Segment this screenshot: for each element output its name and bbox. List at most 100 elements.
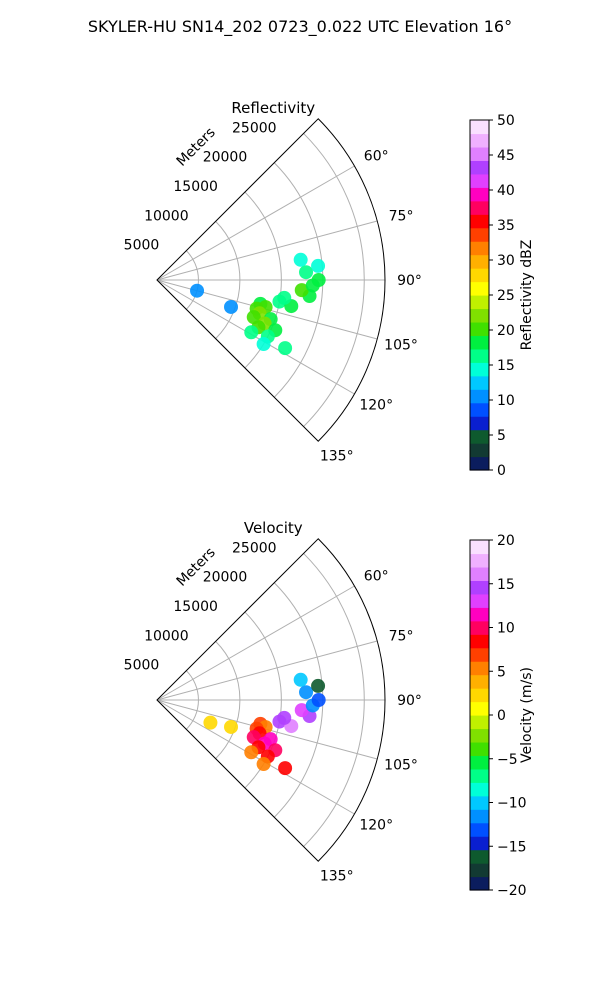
azimuth-gridline bbox=[156, 585, 355, 701]
range-tick-label: 20000 bbox=[203, 570, 248, 586]
colorbar-swatch bbox=[470, 429, 489, 444]
echo-point bbox=[256, 757, 271, 772]
colorbar-swatch bbox=[470, 254, 489, 269]
colorbar-swatch bbox=[470, 849, 489, 864]
azimuth-tick-label: 90° bbox=[397, 273, 422, 289]
colorbar-swatch bbox=[470, 281, 489, 296]
panel-title: Reflectivity bbox=[231, 99, 315, 117]
colorbar-tick-label: 50 bbox=[497, 113, 515, 129]
colorbar-swatch bbox=[470, 768, 489, 783]
echo-point bbox=[294, 703, 309, 718]
echo-point bbox=[244, 325, 259, 340]
colorbar-tick-label: 10 bbox=[497, 621, 515, 637]
colorbar-tick-label: 0 bbox=[497, 708, 506, 724]
azimuth-gridline bbox=[156, 640, 378, 701]
azimuth-tick-label: 60° bbox=[364, 569, 389, 585]
colorbar-swatch bbox=[470, 593, 489, 608]
colorbar-label: Reflectivity dBZ bbox=[519, 240, 535, 351]
colorbar-swatch bbox=[470, 728, 489, 743]
colorbar-swatch bbox=[470, 402, 489, 417]
colorbar-swatch bbox=[470, 607, 489, 622]
colorbar-swatch bbox=[470, 362, 489, 377]
colorbar-swatch bbox=[470, 553, 489, 568]
echo-point bbox=[244, 745, 259, 760]
echo-point bbox=[294, 283, 309, 298]
echo-point bbox=[224, 719, 239, 734]
azimuth-tick-label: 75° bbox=[389, 209, 414, 225]
colorbar-tick-label: 45 bbox=[497, 148, 515, 164]
range-tick-label: 5000 bbox=[124, 658, 160, 674]
range-tick-label: 25000 bbox=[232, 540, 277, 556]
echo-point bbox=[311, 693, 326, 707]
panels: Reflectivity500010000150002000025000Mete… bbox=[124, 99, 535, 899]
colorbar-swatch bbox=[470, 795, 489, 810]
colorbar-tick-label: 15 bbox=[497, 577, 515, 593]
range-tick-label: 15000 bbox=[173, 179, 218, 195]
colorbar-swatch bbox=[470, 214, 489, 229]
colorbar-swatch bbox=[470, 822, 489, 837]
colorbar-tick-label: 20 bbox=[497, 533, 515, 549]
echo-point bbox=[224, 299, 239, 314]
panel-reflectivity: Reflectivity500010000150002000025000Mete… bbox=[124, 99, 535, 479]
colorbar-swatch bbox=[470, 173, 489, 188]
azimuth-gridline bbox=[156, 220, 378, 281]
colorbar-tick-label: −15 bbox=[497, 839, 527, 855]
echo-point bbox=[293, 252, 308, 267]
colorbar-swatch bbox=[470, 133, 489, 148]
colorbar-swatch bbox=[470, 647, 489, 662]
colorbar-swatch bbox=[470, 321, 489, 336]
colorbar-swatch bbox=[470, 661, 489, 676]
colorbar-swatch bbox=[470, 688, 489, 703]
range-tick-label: 15000 bbox=[173, 599, 218, 615]
colorbar-swatch bbox=[470, 701, 489, 716]
colorbar-tick-label: 10 bbox=[497, 393, 515, 409]
colorbar-tick-label: −20 bbox=[497, 883, 527, 899]
azimuth-gridline bbox=[156, 165, 355, 281]
colorbar-swatch bbox=[470, 836, 489, 851]
colorbar-swatch bbox=[470, 187, 489, 202]
echo-point bbox=[293, 672, 308, 687]
figure-title: SKYLER-HU SN14_202 0723_0.022 UTC Elevat… bbox=[88, 17, 512, 37]
colorbar-swatch bbox=[470, 375, 489, 390]
colorbar-swatch bbox=[470, 456, 489, 471]
colorbar-tick-label: 25 bbox=[497, 288, 515, 304]
echo-point bbox=[278, 761, 293, 776]
colorbar-swatch bbox=[470, 715, 489, 730]
echo-point bbox=[190, 283, 205, 298]
colorbar-swatch bbox=[470, 241, 489, 256]
colorbar-swatch bbox=[470, 674, 489, 689]
azimuth-tick-label: 60° bbox=[364, 149, 389, 165]
echo-point bbox=[311, 678, 326, 693]
colorbar-swatch bbox=[470, 741, 489, 756]
colorbar-swatch bbox=[470, 620, 489, 635]
colorbar-swatch bbox=[470, 416, 489, 431]
range-tick-label: 20000 bbox=[203, 150, 248, 166]
colorbar-tick-label: 40 bbox=[497, 183, 515, 199]
colorbar-swatch bbox=[470, 120, 489, 135]
range-tick-label: 5000 bbox=[124, 238, 160, 254]
colorbar-swatch bbox=[470, 308, 489, 323]
colorbar-swatch bbox=[470, 227, 489, 242]
range-tick-label: 10000 bbox=[144, 628, 189, 644]
echo-point bbox=[311, 273, 326, 287]
colorbar-tick-label: 35 bbox=[497, 218, 515, 234]
colorbar-swatch bbox=[470, 863, 489, 878]
azimuth-tick-label: 75° bbox=[389, 629, 414, 645]
echo-point bbox=[278, 341, 293, 356]
colorbar-swatch bbox=[470, 580, 489, 595]
echo-point bbox=[256, 337, 271, 352]
colorbar-tick-label: −5 bbox=[497, 752, 518, 768]
colorbar-swatch bbox=[470, 295, 489, 310]
colorbar-tick-label: 15 bbox=[497, 358, 515, 374]
colorbar-swatch bbox=[470, 389, 489, 404]
range-tick-label: 10000 bbox=[144, 208, 189, 224]
echo-point bbox=[299, 685, 314, 700]
range-tick-label: 25000 bbox=[232, 120, 277, 136]
colorbar-swatch bbox=[470, 634, 489, 649]
colorbar-swatch bbox=[470, 160, 489, 175]
colorbar-tick-label: 0 bbox=[497, 463, 506, 479]
colorbar-swatch bbox=[470, 335, 489, 350]
colorbar-swatch bbox=[470, 782, 489, 797]
colorbar-swatch bbox=[470, 876, 489, 891]
